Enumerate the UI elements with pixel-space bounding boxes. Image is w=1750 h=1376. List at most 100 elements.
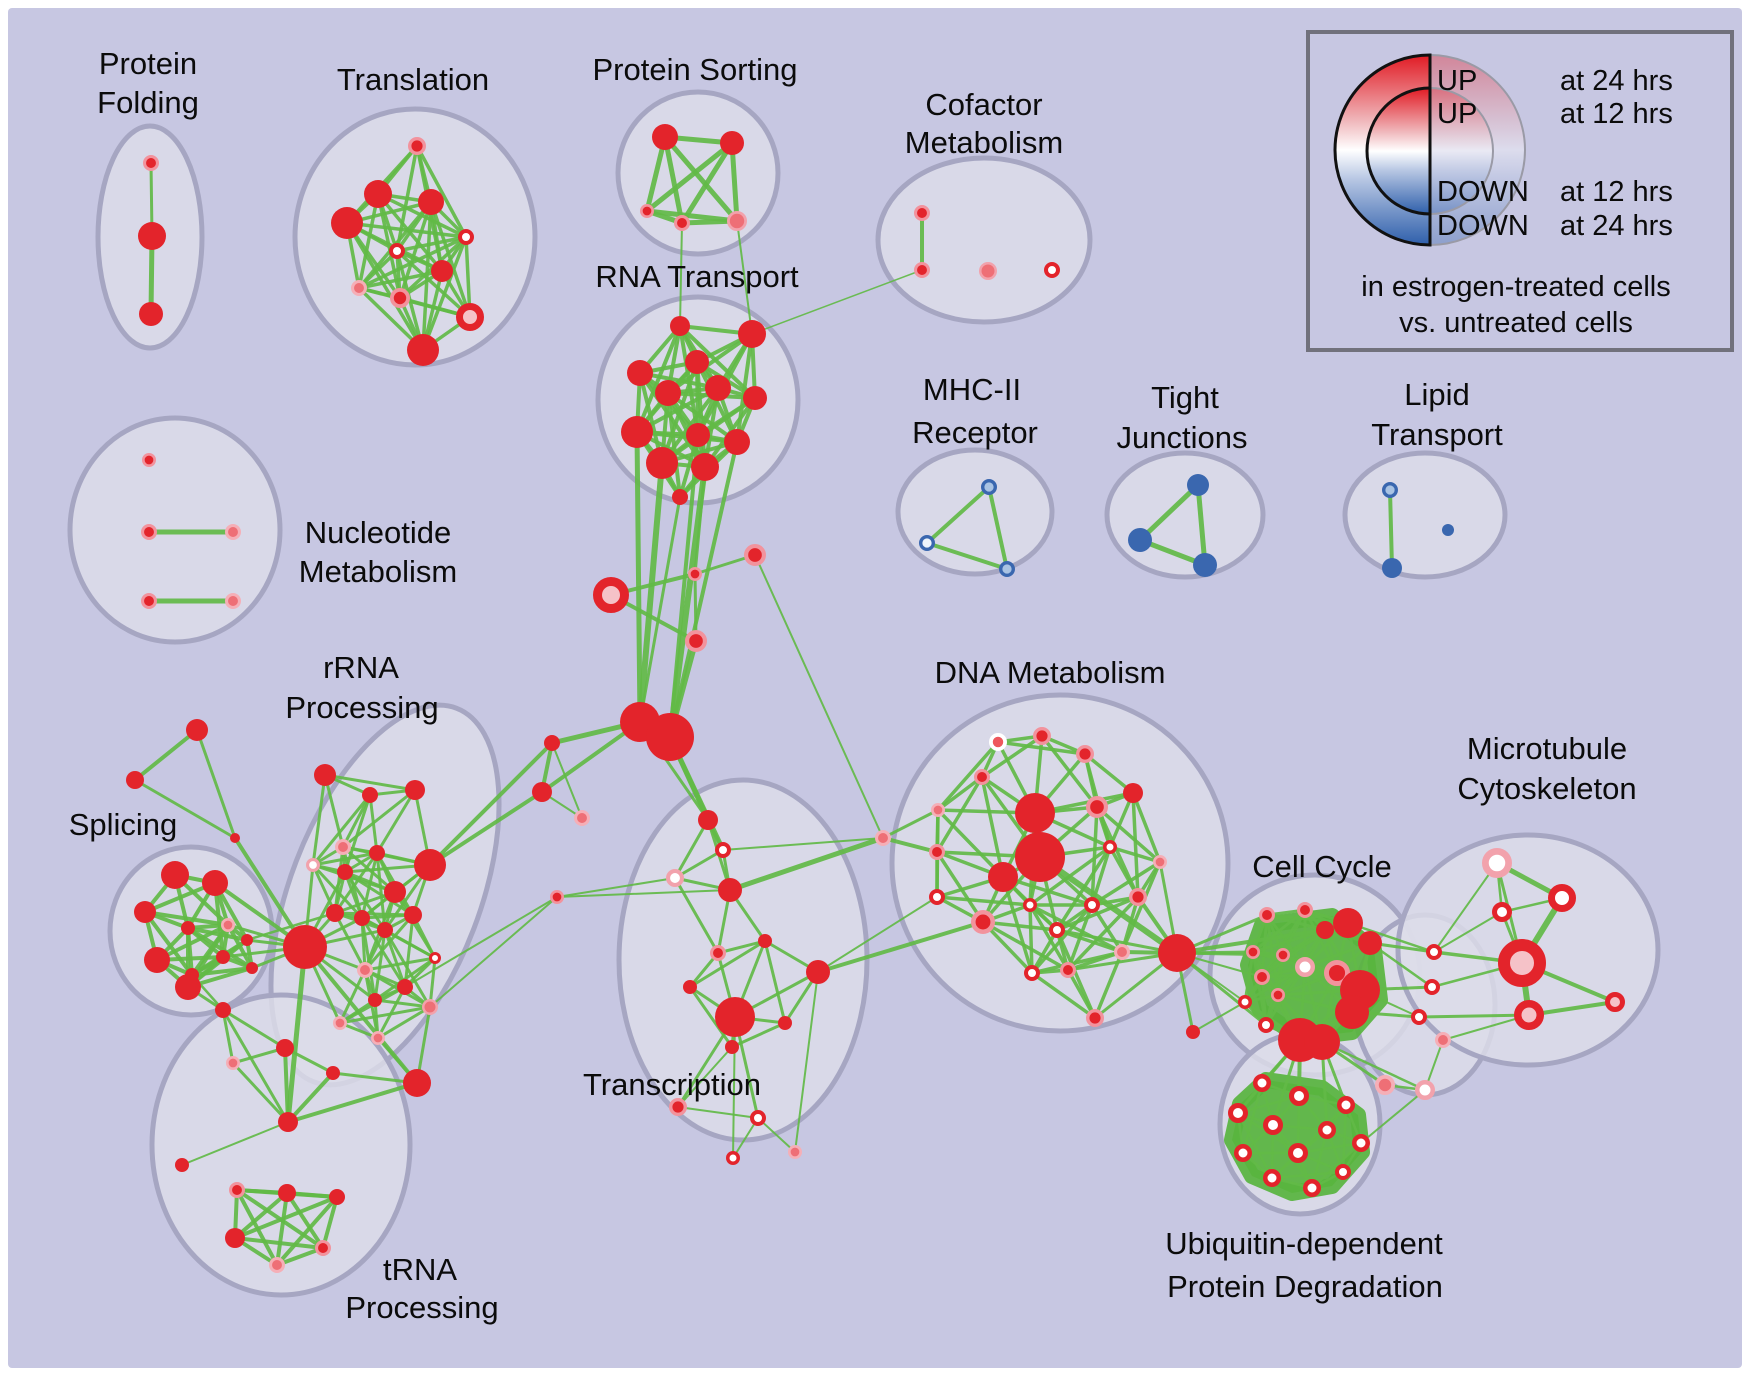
edge [155, 923, 230, 962]
edge [1028, 903, 1070, 972]
node-m3 [998, 560, 1015, 577]
edge [395, 235, 468, 253]
legend: UP at 24 hrs UP at 12 hrs DOWN at 12 hrs DOWN a… [1306, 30, 1734, 352]
cluster-label-tight-junctions-line1: Tight [1151, 380, 1219, 415]
node-k3 [1316, 921, 1334, 939]
node-d14 [1023, 898, 1037, 912]
node-c3 [979, 262, 998, 281]
node-x7 [683, 980, 697, 994]
node-l3 [1442, 524, 1454, 536]
edge [1083, 752, 1135, 795]
node-m1 [980, 478, 997, 495]
cluster-label-dna-metabolism: DNA Metabolism [935, 655, 1166, 690]
edge [360, 916, 377, 1002]
node-x14 [726, 1151, 740, 1165]
node-x11 [725, 1040, 739, 1054]
node-u5 [329, 1189, 345, 1205]
legend-time-label-3: at 12 hrs [1560, 176, 1673, 208]
edge [540, 720, 642, 794]
edge [1028, 903, 1034, 975]
edge [716, 939, 767, 955]
edge [678, 324, 757, 400]
edge [1131, 791, 1140, 899]
cluster-label-microtubule-cytoskeleton-line2: Cytoskeleton [1457, 771, 1636, 806]
edge [331, 1071, 419, 1085]
node-s5 [221, 918, 236, 933]
edge [1368, 941, 1434, 989]
edge [1195, 482, 1208, 568]
legend-time-label-1: at 24 hrs [1560, 65, 1673, 97]
edge [679, 140, 735, 226]
node-v8 [532, 782, 552, 802]
edge [668, 433, 700, 739]
node-s3 [134, 901, 156, 923]
node-p2 [720, 131, 744, 155]
edge [1108, 845, 1162, 864]
edge [395, 249, 472, 319]
node-q11 [354, 910, 370, 926]
node-g1 [1482, 848, 1512, 878]
edge [1360, 1089, 1426, 1144]
edge [1433, 911, 1503, 953]
node-x4 [718, 878, 742, 902]
edge [195, 728, 237, 840]
node-q1 [314, 764, 336, 786]
node-w7 [1352, 1134, 1370, 1152]
node-w11 [1303, 1179, 1321, 1197]
edge [428, 956, 437, 1009]
edge [1137, 482, 1201, 543]
node-t3 [418, 189, 444, 215]
edge [732, 1016, 736, 1159]
cluster-label-nucleotide-metabolism-line1: Nucleotide [305, 515, 451, 550]
edge [360, 851, 379, 920]
edge [357, 249, 399, 290]
node-g2 [1548, 884, 1576, 912]
node-t2 [364, 180, 392, 208]
edge [421, 235, 468, 352]
node-u1 [278, 1112, 298, 1132]
edge [662, 134, 740, 224]
edge [143, 910, 230, 927]
edge [345, 221, 425, 352]
node-r10 [724, 429, 750, 455]
edge [935, 850, 985, 924]
node-k8 [1295, 957, 1315, 977]
edge [373, 998, 432, 1009]
edge [1417, 1013, 1531, 1019]
edge [1066, 895, 1140, 972]
node-d15 [1049, 922, 1065, 938]
edge [428, 790, 544, 867]
node-d12 [929, 889, 945, 905]
node-d2 [1032, 727, 1051, 746]
edge [345, 221, 468, 239]
node-t11 [407, 334, 439, 366]
edge [729, 140, 740, 224]
legend-caption-line2: vs. untreated cells [1399, 307, 1633, 339]
node-c4 [1044, 262, 1060, 278]
node-q20 [370, 1030, 385, 1045]
edge [285, 944, 308, 1125]
node-t8 [350, 279, 367, 296]
node-r1 [670, 316, 690, 336]
edge [688, 985, 734, 1049]
cluster-ellipse-trna-processing [149, 992, 413, 1298]
edge [556, 889, 731, 898]
node-r6 [705, 375, 731, 401]
cluster-label-protein-folding-line2: Folding [97, 85, 199, 120]
edge [693, 465, 707, 576]
node-q3 [405, 780, 425, 800]
node-k20 [1424, 979, 1440, 995]
node-g3 [1492, 902, 1512, 922]
edge [181, 1121, 289, 1166]
node-j2 [1128, 528, 1152, 552]
node-r7 [743, 386, 767, 410]
node-g4 [1498, 939, 1546, 987]
edge [311, 793, 372, 867]
edge [333, 911, 367, 972]
node-f2 [126, 771, 144, 789]
node-D2 [1015, 832, 1065, 882]
edge [816, 920, 985, 974]
legend-direction-label-1: UP [1437, 65, 1477, 97]
edge [357, 192, 380, 290]
